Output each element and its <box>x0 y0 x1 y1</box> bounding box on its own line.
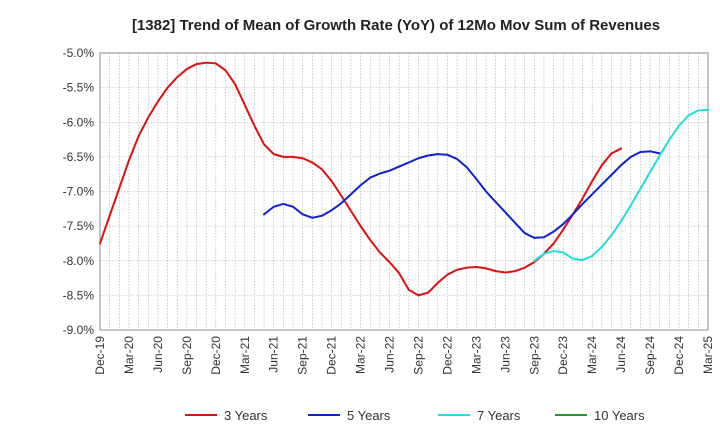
y-tick-label: -9.0% <box>63 323 95 337</box>
x-tick-label: Mar-23 <box>469 336 483 374</box>
x-tick-label: Jun-21 <box>267 336 281 373</box>
series-line-3-years <box>99 61 623 297</box>
x-tick-label: Mar-20 <box>122 336 136 374</box>
x-tick-label: Sep-22 <box>411 336 425 375</box>
series-lines <box>99 61 709 297</box>
legend-item: 5 Years <box>308 408 391 423</box>
x-tick-label: Sep-21 <box>296 336 310 375</box>
y-tick-label: -6.5% <box>63 150 95 164</box>
x-tick-label: Dec-19 <box>93 336 107 375</box>
series-line-5-years <box>263 150 661 239</box>
legend: 3 Years 5 Years 7 Years 10 Years <box>185 408 645 423</box>
y-tick-label: -8.0% <box>63 254 95 268</box>
x-tick-label: Mar-22 <box>354 336 368 374</box>
y-tick-label: -5.5% <box>63 81 95 95</box>
y-tick-label: -6.0% <box>63 115 95 129</box>
x-tick-label: Dec-24 <box>672 336 686 375</box>
x-tick-label: Jun-20 <box>151 336 165 373</box>
x-tick-label: Jun-23 <box>498 336 512 373</box>
x-tick-label: Mar-24 <box>585 336 599 374</box>
x-tick-label: Sep-23 <box>527 336 541 375</box>
legend-label: 3 Years <box>224 408 268 423</box>
x-tick-label: Sep-20 <box>180 336 194 375</box>
series-line-7-years <box>533 108 709 262</box>
legend-item: 7 Years <box>438 408 521 423</box>
x-tick-label: Dec-21 <box>325 336 339 375</box>
x-tick-label: Jun-24 <box>614 336 628 373</box>
y-tick-label: -5.0% <box>63 46 95 60</box>
y-tick-label: -8.5% <box>63 288 95 302</box>
y-tick-label: -7.5% <box>63 219 95 233</box>
legend-item: 3 Years <box>185 408 268 423</box>
grid <box>100 53 708 330</box>
legend-label: 7 Years <box>477 408 521 423</box>
legend-label: 10 Years <box>594 408 645 423</box>
x-axis: Dec-19 Mar-20 Jun-20 Sep-20 Dec-20 Mar-21 Jun-… <box>93 336 715 375</box>
legend-item: 10 Years <box>555 408 645 423</box>
legend-label: 5 Years <box>347 408 391 423</box>
plot-area <box>99 52 709 331</box>
chart-title: [1382] Trend of Mean of Growth Rate (YoY… <box>132 17 660 34</box>
x-tick-label: Mar-21 <box>238 336 252 374</box>
x-tick-label: Dec-20 <box>209 336 223 375</box>
x-tick-label: Sep-24 <box>643 336 657 375</box>
x-tick-label: Mar-25 <box>701 336 715 374</box>
x-tick-label: Dec-23 <box>556 336 570 375</box>
y-tick-label: -7.0% <box>63 185 95 199</box>
x-tick-label: Jun-22 <box>383 336 397 373</box>
x-tick-label: Dec-22 <box>440 336 454 375</box>
y-axis: -5.0% -5.5% -6.0% -6.5% -7.0% -7.5% -8.0% -8.5%… <box>63 46 95 337</box>
